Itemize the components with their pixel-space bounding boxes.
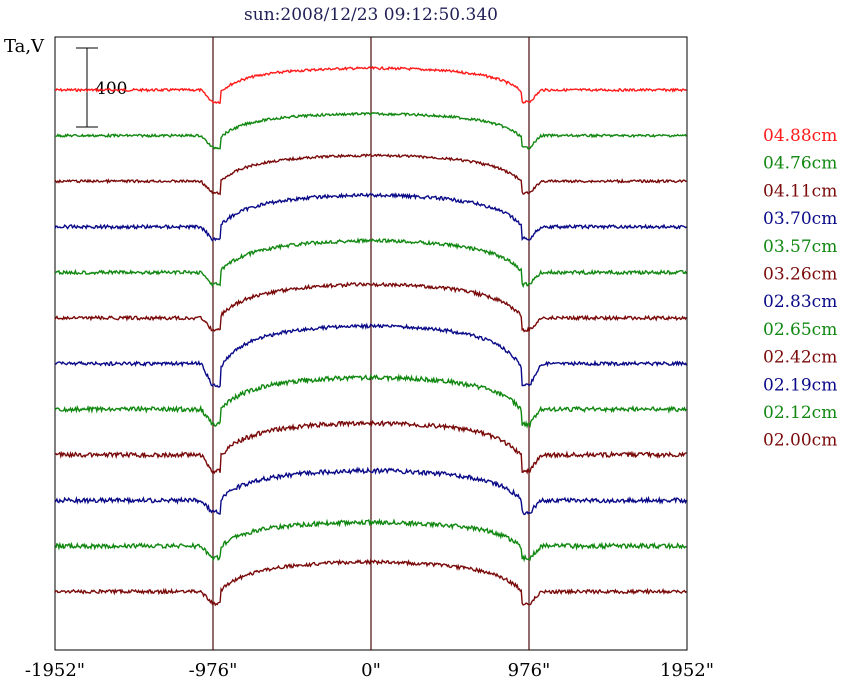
series-line-10 xyxy=(54,517,687,563)
vertical-markers xyxy=(212,37,530,650)
legend-entry-0: 04.88cm xyxy=(763,126,837,146)
legend-entry-5: 03.26cm xyxy=(763,265,837,285)
series-lines xyxy=(54,65,688,607)
series-line-4 xyxy=(54,237,688,289)
series-line-2 xyxy=(54,153,687,196)
series-line-3 xyxy=(54,192,687,242)
x-tick-label-4: 1952" xyxy=(660,660,714,681)
legend-entry-11: 02.00cm xyxy=(763,431,837,451)
x-tick-label-0: -1952" xyxy=(25,660,85,681)
legend-entry-7: 02.65cm xyxy=(763,320,837,340)
x-tick-labels: -1952" -976" 0" 976" 1952" xyxy=(25,660,714,681)
y-axis-label: Ta,V xyxy=(4,36,45,57)
legend-entry-3: 03.70cm xyxy=(763,209,837,229)
legend-entry-8: 02.42cm xyxy=(763,348,837,368)
legend-entry-9: 02.19cm xyxy=(763,375,837,395)
x-tick-label-1: -976" xyxy=(189,660,238,681)
series-line-9 xyxy=(54,466,688,516)
series-line-6 xyxy=(54,322,688,388)
legend: 04.88cm 04.76cm 04.11cm 03.70cm 03.57cm 03.26… xyxy=(763,126,837,451)
x-tick-label-3: 976" xyxy=(508,660,551,681)
legend-entry-6: 02.83cm xyxy=(763,292,837,312)
series-line-7 xyxy=(54,373,687,429)
x-tick-label-2: 0" xyxy=(361,660,381,681)
scale-bar-label: 400 xyxy=(95,79,127,99)
series-line-1 xyxy=(55,111,688,150)
series-line-11 xyxy=(54,558,687,607)
series-line-5 xyxy=(54,281,688,334)
chart-title: sun:2008/12/23 09:12:50.340 xyxy=(244,5,498,25)
legend-entry-1: 04.76cm xyxy=(763,154,837,174)
legend-entry-2: 04.11cm xyxy=(763,181,837,201)
legend-entry-10: 02.12cm xyxy=(763,403,837,423)
series-line-0 xyxy=(54,65,687,104)
legend-entry-4: 03.57cm xyxy=(763,237,837,257)
scale-bar: 400 xyxy=(76,47,127,128)
series-line-8 xyxy=(54,419,687,475)
